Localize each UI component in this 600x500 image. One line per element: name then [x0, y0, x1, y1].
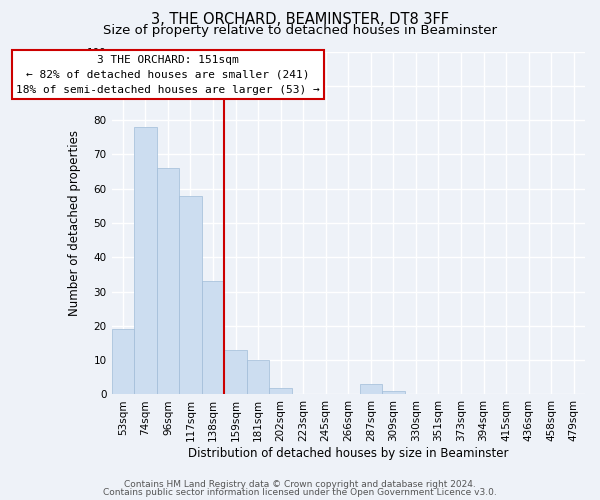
Bar [382, 391, 404, 394]
Bar [202, 282, 224, 395]
Bar [157, 168, 179, 394]
Bar [224, 350, 247, 395]
Y-axis label: Number of detached properties: Number of detached properties [68, 130, 82, 316]
X-axis label: Distribution of detached houses by size in Beaminster: Distribution of detached houses by size … [188, 447, 509, 460]
Bar [269, 388, 292, 394]
Bar [359, 384, 382, 394]
Text: 3 THE ORCHARD: 151sqm
← 82% of detached houses are smaller (241)
18% of semi-det: 3 THE ORCHARD: 151sqm ← 82% of detached … [16, 55, 320, 94]
Bar [179, 196, 202, 394]
Bar [134, 127, 157, 394]
Bar [112, 330, 134, 394]
Text: 3, THE ORCHARD, BEAMINSTER, DT8 3FF: 3, THE ORCHARD, BEAMINSTER, DT8 3FF [151, 12, 449, 28]
Text: Contains public sector information licensed under the Open Government Licence v3: Contains public sector information licen… [103, 488, 497, 497]
Text: Size of property relative to detached houses in Beaminster: Size of property relative to detached ho… [103, 24, 497, 37]
Bar [247, 360, 269, 394]
Text: Contains HM Land Registry data © Crown copyright and database right 2024.: Contains HM Land Registry data © Crown c… [124, 480, 476, 489]
